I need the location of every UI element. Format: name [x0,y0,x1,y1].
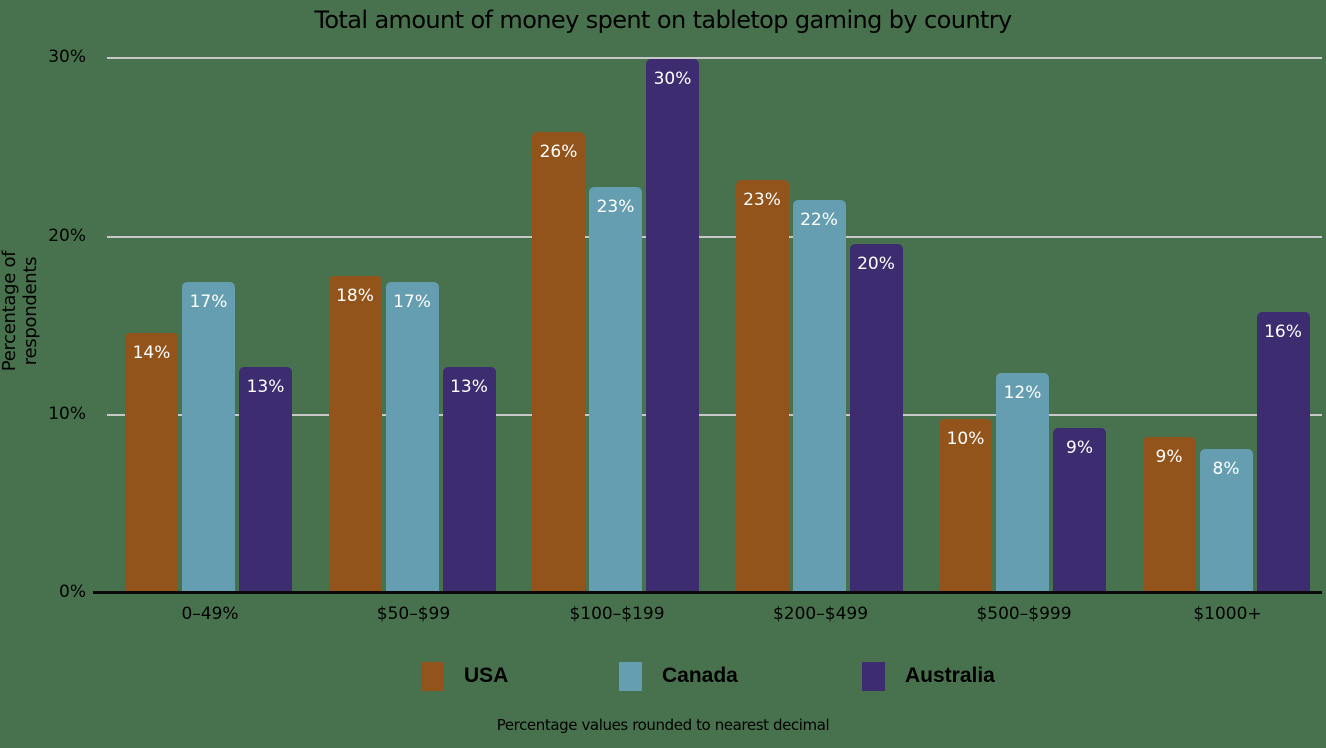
bar-australia: 13% [442,367,496,592]
bar-australia: 16% [1256,312,1310,592]
x-category-label: $50–$99 [376,604,451,624]
legend-label-usa: USA [464,664,509,687]
bar-value-label: 23% [596,197,635,218]
legend-canada: Canada [619,660,738,692]
x-category-label: $100–$199 [569,604,665,624]
legend-swatch-australia [862,661,885,691]
bar-value-label: 16% [1264,322,1302,343]
bar-value-label: 13% [246,377,285,398]
bar-value-label: 9% [1155,446,1183,467]
bar-usa: 18% [328,276,382,592]
bar-canada: 17% [385,281,439,592]
y-tick-10: 10% [48,404,86,424]
bar-value-label: 26% [539,141,578,162]
bar-australia: 20% [849,244,903,592]
x-category-label: $500–$999 [976,604,1072,624]
bar-value-label: 30% [653,68,692,89]
bar-value-label: 20% [857,254,895,275]
y-tick-20: 20% [48,226,86,246]
gridline-30 [107,57,1322,59]
bar-value-label: 10% [946,429,985,450]
chart-title: Total amount of money spent on tabletop … [314,6,1012,34]
bar-canada: 22% [792,199,846,592]
gridline-10 [107,414,1322,416]
legend-swatch-canada [619,661,642,691]
bar-value-label: 9% [1066,437,1093,458]
legend-swatch-usa [421,661,444,691]
bar-usa: 23% [735,180,789,592]
bar-usa: 10% [939,419,992,592]
y-tick-30: 30% [48,47,86,67]
x-category-label: 0–49% [181,604,239,624]
bar-canada: 23% [589,187,642,592]
bar-australia: 13% [239,367,292,592]
bar-value-label: 14% [132,343,171,364]
legend-usa: USA [421,660,508,692]
x-category-label: $200–$499 [772,604,869,624]
x-category-label: $1000+ [1193,604,1262,624]
legend-label-canada: Canada [662,664,738,687]
bar-canada: 12% [996,372,1049,592]
bar-value-label: 8% [1212,459,1240,480]
x-axis-line [93,591,1322,594]
bar-value-label: 18% [336,286,374,307]
bar-value-label: 17% [393,291,431,312]
bar-usa: 26% [532,131,585,592]
bar-value-label: 12% [1003,382,1042,403]
bar-value-label: 13% [450,377,488,398]
y-tick-0: 0% [59,582,86,602]
legend-australia: Australia [862,660,995,692]
bar-australia: 30% [646,58,699,592]
bar-usa: 14% [125,333,178,592]
gridline-20 [107,236,1322,238]
bar-value-label: 22% [800,209,838,230]
bar-value-label: 23% [743,190,781,211]
bar-usa: 9% [1142,436,1196,592]
bar-canada: 8% [1199,449,1253,592]
bar-value-label: 17% [189,291,228,312]
bar-canada: 17% [182,281,235,592]
legend-label-australia: Australia [905,664,995,687]
footnote: Percentage values rounded to nearest dec… [496,716,830,734]
bar-australia: 9% [1053,427,1106,592]
